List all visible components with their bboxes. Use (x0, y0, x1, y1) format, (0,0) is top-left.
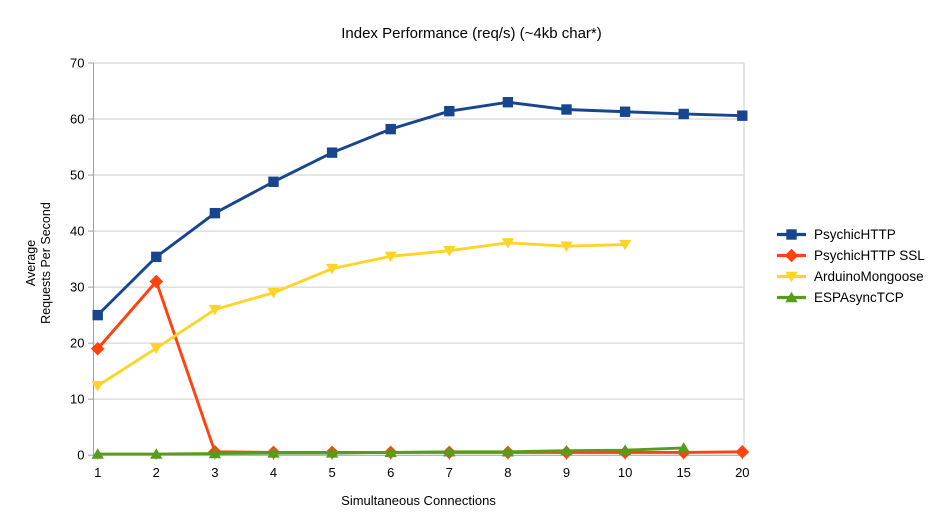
x-tick-label: 20 (735, 465, 749, 480)
series-line-ArduinoMongoose (96, 241, 626, 387)
series-marker-PsychicHTTP (737, 110, 748, 121)
series-marker-PsychicHTTP (678, 108, 689, 120)
legend-square-marker-icon (777, 229, 806, 240)
legend: PsychicHTTP PsychicHTTP SSL ArduinoMongo… (777, 224, 925, 308)
series-marker-ArduinoMongoose (267, 288, 280, 299)
x-tick-label: 1 (94, 465, 101, 480)
legend-triangle-down-marker-icon (777, 271, 806, 283)
legend-item: PsychicHTTP (777, 224, 925, 245)
y-tick-label: 10 (70, 392, 84, 407)
series-marker-PsychicHTTP (619, 106, 631, 117)
series-marker-PsychicHTTP-SSL (90, 341, 105, 356)
y-tick-label: 60 (70, 112, 84, 127)
legend-item: ESPAsyncTCP (777, 287, 925, 308)
series-marker-ESPAsyncTCP (150, 448, 163, 459)
legend-marker-glyph (784, 248, 799, 263)
x-tick-label: 3 (211, 465, 218, 480)
x-tick-label: 8 (504, 465, 511, 480)
x-tick-label: 4 (270, 465, 277, 480)
series-marker-ESPAsyncTCP (91, 448, 104, 459)
series-marker-ESPAsyncTCP (560, 444, 573, 456)
series-marker-ArduinoMongoose (150, 343, 163, 354)
x-tick-label: 2 (153, 465, 160, 480)
series-marker-ArduinoMongoose (91, 381, 104, 392)
legend-item: ArduinoMongoose (777, 266, 925, 287)
legend-label: ArduinoMongoose (814, 269, 924, 284)
x-tick-label: 15 (676, 465, 690, 480)
series-marker-ESPAsyncTCP (618, 444, 632, 455)
y-tick-label: 30 (70, 280, 84, 295)
series-marker-ESPAsyncTCP (443, 446, 456, 457)
series-marker-ArduinoMongoose (560, 241, 573, 253)
series-marker-ESPAsyncTCP (677, 442, 690, 453)
series-line-PsychicHTTP-SSL (96, 278, 743, 454)
y-tick-label: 50 (70, 168, 84, 183)
x-tick-label: 6 (387, 465, 394, 480)
legend-marker-glyph (786, 229, 797, 240)
x-tick-label: 5 (328, 465, 335, 480)
series-marker-ArduinoMongoose (325, 263, 339, 275)
series-marker-ESPAsyncTCP (208, 447, 222, 459)
series-marker-ArduinoMongoose (384, 251, 397, 263)
series-marker-PsychicHTTP (444, 105, 455, 117)
legend-item: PsychicHTTP SSL (777, 245, 925, 266)
legend-label: ESPAsyncTCP (814, 290, 904, 305)
x-tick-label: 9 (563, 465, 570, 480)
series-marker-PsychicHTTP (92, 309, 103, 321)
series-marker-ESPAsyncTCP (384, 446, 397, 458)
series-marker-PsychicHTTP (151, 251, 162, 263)
x-axis-title: Simultaneous Connections (341, 493, 496, 508)
series-marker-PsychicHTTP (268, 176, 279, 187)
chart-title: Index Performance (req/s) (~4kb char*) (341, 25, 602, 42)
series-marker-ESPAsyncTCP (267, 447, 280, 458)
series-marker-PsychicHTTP (209, 207, 221, 219)
legend-triangle-up-marker-icon (777, 291, 806, 303)
series-marker-PsychicHTTP-SSL (735, 445, 750, 459)
y-tick-label: 20 (70, 336, 84, 351)
legend-marker-glyph (785, 271, 798, 283)
y-tick-label: 0 (77, 448, 84, 463)
series-marker-ESPAsyncTCP (325, 447, 339, 458)
series-marker-PsychicHTTP-SSL (149, 274, 164, 289)
series-marker-ArduinoMongoose (443, 245, 456, 257)
y-tick-label: 40 (70, 224, 84, 239)
series-marker-ArduinoMongoose (208, 304, 222, 316)
legend-label: PsychicHTTP SSL (814, 248, 925, 263)
y-tick-label: 70 (70, 56, 84, 71)
series-marker-PsychicHTTP (561, 104, 572, 115)
legend-label: PsychicHTTP (814, 227, 896, 242)
series-marker-ArduinoMongoose (501, 238, 515, 249)
series-marker-PsychicHTTP (385, 123, 396, 135)
series-marker-PsychicHTTP (326, 147, 338, 158)
series-marker-PsychicHTTP (502, 97, 514, 108)
series-marker-ArduinoMongoose (618, 239, 632, 251)
x-tick-label: 7 (446, 465, 453, 480)
series-marker-ESPAsyncTCP (501, 446, 515, 457)
legend-diamond-marker-icon (777, 248, 806, 263)
x-tick-label: 10 (618, 465, 632, 480)
series-line-PsychicHTTP (96, 100, 743, 317)
legend-marker-glyph (785, 291, 798, 303)
